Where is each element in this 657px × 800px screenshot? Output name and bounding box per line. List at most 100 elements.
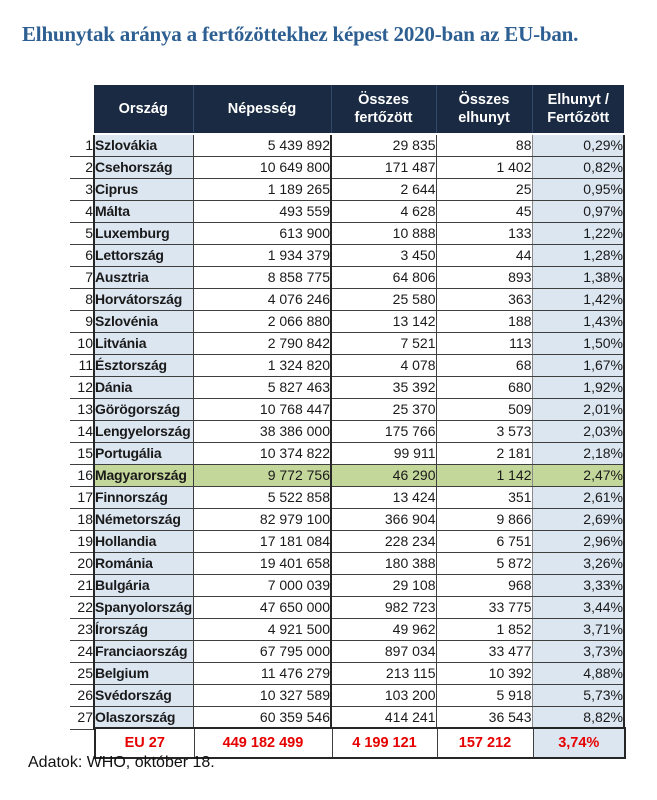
table-header-row: Ország Népesség Összes fertőzött Összes elh… [70,85,624,135]
table-row: 27 Olaszország 60 359 546 414 241 36 543 8,82… [70,706,625,730]
table-row: 13 Görögország 10 768 447 25 370 509 2,01% [70,398,625,421]
infected-cell: 29 108 [331,574,437,597]
row-rank: 2 [70,156,94,179]
country-cell: Görögország [93,398,194,421]
country-cell: Írország [93,618,194,641]
ratio-cell: 2,61% [532,486,625,509]
infected-cell: 897 034 [331,640,437,663]
header-cell: Összes elhunyt [435,85,532,135]
table-row: 2 Csehország 10 649 800 171 487 1 402 0,82% [70,156,625,179]
deaths-cell: 509 [436,398,533,421]
population-cell: 1 324 820 [193,354,332,377]
country-cell: Németország [93,508,194,531]
country-cell: Ciprus [93,178,194,201]
table-row: 5 Luxemburg 613 900 10 888 133 1,22% [70,222,625,245]
country-cell: Spanyolország [93,596,194,619]
table-row: 9 Szlovénia 2 066 880 13 142 188 1,43% [70,310,625,333]
deaths-cell: 9 866 [436,508,533,531]
header-cell: Elhunyt / Fertőzött [531,85,624,135]
ratio-cell: 1,92% [532,376,625,399]
row-rank: 8 [70,288,94,311]
row-rank: 21 [70,574,94,597]
ratio-cell: 1,50% [532,332,625,355]
population-cell: 5 827 463 [193,376,332,399]
country-cell: Svédország [93,684,194,707]
ratio-cell: 0,97% [532,200,625,223]
table-row: 23 Írország 4 921 500 49 962 1 852 3,71% [70,618,625,641]
row-rank: 27 [70,706,94,730]
infected-cell: 99 911 [331,442,437,465]
table-row: 15 Portugália 10 374 822 99 911 2 181 2,18% [70,442,625,465]
infected-cell: 7 521 [331,332,437,355]
infected-cell: 213 115 [331,662,437,685]
infected-cell: 228 234 [331,530,437,553]
ratio-cell: 1,67% [532,354,625,377]
summary-infected-cell: 4 199 121 [331,727,438,759]
deaths-cell: 1 402 [436,156,533,179]
row-rank: 16 [70,464,94,487]
country-cell: Luxemburg [93,222,194,245]
population-cell: 10 327 589 [193,684,332,707]
row-rank: 18 [70,508,94,531]
row-rank: 17 [70,486,94,509]
deaths-cell: 1 142 [436,464,533,487]
infected-cell: 4 078 [331,354,437,377]
population-cell: 7 000 039 [193,574,332,597]
eu-summary-row: EU 27 449 182 499 4 199 121 157 212 3,74% [94,727,626,759]
rank-column-spacer [70,85,94,134]
infected-cell: 103 200 [331,684,437,707]
country-cell: Olaszország [93,706,194,730]
infected-cell: 366 904 [331,508,437,531]
country-cell: Bulgária [93,574,194,597]
deaths-cell: 36 543 [436,706,533,730]
row-rank: 24 [70,640,94,663]
table-row: 16 Magyarország 9 772 756 46 290 1 142 2,47% [70,464,625,487]
row-rank: 23 [70,618,94,641]
population-cell: 10 649 800 [193,156,332,179]
row-rank: 7 [70,266,94,289]
ratio-cell: 0,29% [532,134,625,157]
ratio-cell: 2,47% [532,464,625,487]
source-note: Adatok: WHO, október 18. [28,754,215,771]
infected-cell: 49 962 [331,618,437,641]
summary-ratio-cell: 3,74% [532,727,626,759]
population-cell: 2 790 842 [193,332,332,355]
population-cell: 60 359 546 [193,706,332,730]
deaths-cell: 10 392 [436,662,533,685]
deaths-cell: 5 872 [436,552,533,575]
population-cell: 613 900 [193,222,332,245]
ratio-cell: 3,33% [532,574,625,597]
country-cell: Csehország [93,156,194,179]
row-rank: 13 [70,398,94,421]
infected-cell: 175 766 [331,420,437,443]
deaths-cell: 351 [436,486,533,509]
row-rank: 15 [70,442,94,465]
row-rank: 3 [70,178,94,201]
ratio-cell: 2,01% [532,398,625,421]
deaths-cell: 33 775 [436,596,533,619]
row-rank: 4 [70,200,94,223]
ratio-cell: 1,38% [532,266,625,289]
country-cell: Észtország [93,354,194,377]
deaths-cell: 363 [436,288,533,311]
deaths-cell: 3 573 [436,420,533,443]
country-data-table: Ország Népesség Összes fertőzött Összes elh… [70,85,625,730]
ratio-cell: 2,18% [532,442,625,465]
ratio-cell: 1,22% [532,222,625,245]
infected-cell: 4 628 [331,200,437,223]
row-rank: 1 [70,134,94,157]
country-cell: Portugália [93,442,194,465]
population-cell: 17 181 084 [193,530,332,553]
row-rank: 6 [70,244,94,267]
country-cell: Franciaország [93,640,194,663]
deaths-cell: 2 181 [436,442,533,465]
row-rank: 12 [70,376,94,399]
header-cell: Összes fertőzött [330,85,436,135]
deaths-cell: 113 [436,332,533,355]
infected-cell: 982 723 [331,596,437,619]
deaths-cell: 1 852 [436,618,533,641]
country-cell: Horvátország [93,288,194,311]
row-rank: 22 [70,596,94,619]
table-row: 19 Hollandia 17 181 084 228 234 6 751 2,96% [70,530,625,553]
deaths-cell: 5 918 [436,684,533,707]
